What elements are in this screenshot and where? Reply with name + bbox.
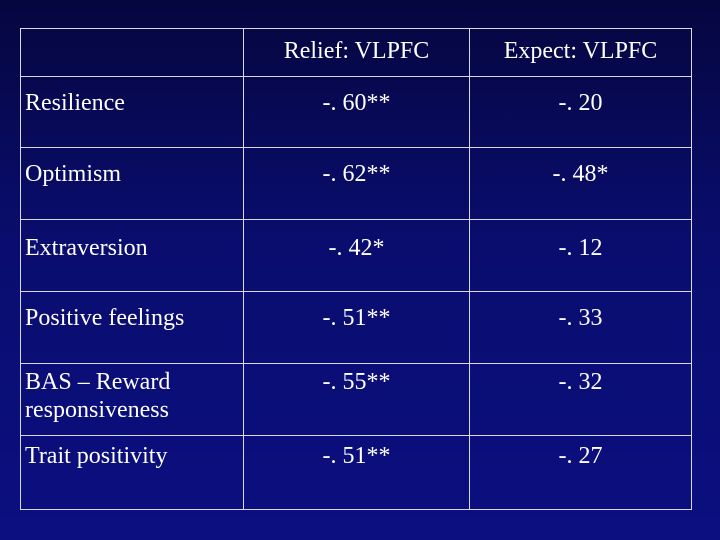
header-expect-vlpfc: Expect: VLPFC	[469, 28, 692, 77]
table-row: BAS – Reward responsiveness -. 55** -. 3…	[20, 363, 692, 437]
relief-value: -. 51**	[243, 291, 470, 365]
row-label: Extraversion	[20, 219, 244, 293]
expect-value: -. 12	[469, 219, 692, 293]
header-relief-vlpfc: Relief: VLPFC	[243, 28, 470, 77]
table-row: Optimism -. 62** -. 48*	[20, 147, 692, 221]
relief-value: -. 55**	[243, 363, 470, 437]
correlation-table: Relief: VLPFC Expect: VLPFC Resilience -…	[20, 28, 692, 510]
relief-value: -. 62**	[243, 147, 470, 221]
row-label: BAS – Reward responsiveness	[20, 363, 244, 437]
row-label: Resilience	[20, 75, 244, 149]
row-label: Positive feelings	[20, 291, 244, 365]
table-row: Positive feelings -. 51** -. 33	[20, 291, 692, 365]
header-corner-cell	[20, 28, 244, 77]
expect-value: -. 33	[469, 291, 692, 365]
relief-value: -. 42*	[243, 219, 470, 293]
table-row: Resilience -. 60** -. 20	[20, 75, 692, 149]
expect-value: -. 20	[469, 75, 692, 149]
table-header-row: Relief: VLPFC Expect: VLPFC	[20, 28, 692, 77]
correlation-table-container: Relief: VLPFC Expect: VLPFC Resilience -…	[20, 28, 692, 510]
relief-value: -. 51**	[243, 435, 470, 510]
table-row: Extraversion -. 42* -. 12	[20, 219, 692, 293]
relief-value: -. 60**	[243, 75, 470, 149]
expect-value: -. 27	[469, 435, 692, 510]
row-label: Trait positivity	[20, 435, 244, 510]
table-row: Trait positivity -. 51** -. 27	[20, 435, 692, 510]
row-label: Optimism	[20, 147, 244, 221]
expect-value: -. 32	[469, 363, 692, 437]
expect-value: -. 48*	[469, 147, 692, 221]
